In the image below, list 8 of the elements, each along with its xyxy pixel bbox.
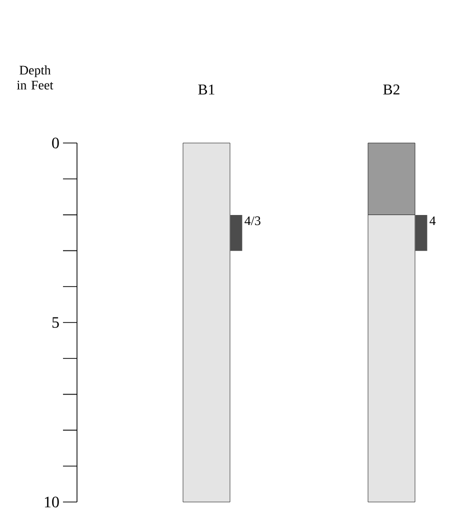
y-tick-label: 5 [52,317,59,328]
annotation: 4/3 [244,216,260,226]
y-tick-label: 0 [52,138,59,148]
y-tick-label: 10 [44,496,59,508]
annotation: 4 [430,216,436,225]
y-axis-title: Depth in Feet [16,65,54,90]
x-tick-label: B1 [198,84,214,94]
x-tick-label: B2 [383,84,400,94]
